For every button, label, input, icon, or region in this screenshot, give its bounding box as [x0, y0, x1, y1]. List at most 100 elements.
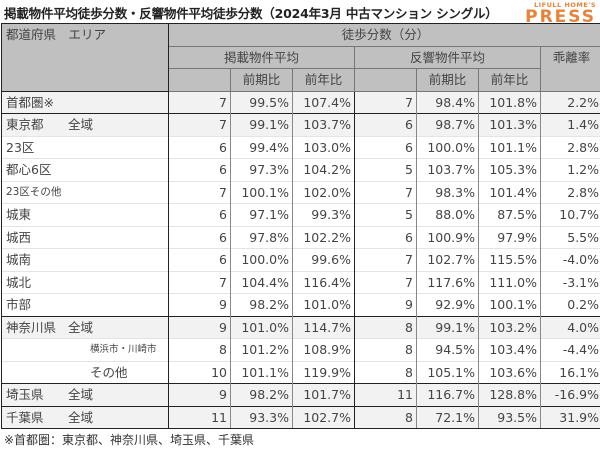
- header-inquired-average: 反響物件平均: [354, 45, 541, 69]
- prefecture-label: 東京都: [6, 117, 44, 132]
- table-row: 首都圏※ 7 99.5% 107.4% 7 98.4% 101.8% 2.2%: [1, 90, 600, 114]
- listed-yoy: 116.4%: [292, 270, 355, 294]
- area-label: 23区: [1, 135, 169, 159]
- listed-yoy: 102.2%: [292, 225, 355, 249]
- listed-qoq: 99.5%: [230, 90, 293, 114]
- header-listed-average: 掲載物件平均: [168, 45, 355, 69]
- listed-yoy: 108.9%: [292, 338, 355, 361]
- area-label: 城東: [1, 203, 169, 226]
- listed-qoq: 97.1%: [230, 203, 293, 226]
- listed-minutes: 6: [168, 225, 231, 249]
- listed-qoq: 97.3%: [230, 158, 293, 181]
- area-label: 23区その他: [1, 180, 169, 204]
- footnote: ※首都圏：東京都、神奈川県、埼玉県、千葉県: [4, 433, 255, 447]
- inquired-minutes: 7: [354, 248, 417, 271]
- listed-minutes: 6: [168, 248, 231, 271]
- area-label: 城西: [1, 225, 169, 249]
- inquired-yoy: 103.6%: [478, 360, 541, 384]
- inquired-minutes: 8: [354, 315, 417, 339]
- divergence-rate: 0.2%: [539, 293, 600, 316]
- inquired-minutes: 9: [354, 293, 417, 316]
- table-row: 東京都 全域 7 99.1% 103.7% 6 98.7% 101.3% 1.4%: [1, 113, 600, 136]
- listed-qoq: 98.2%: [230, 293, 293, 316]
- inquired-yoy: 97.9%: [478, 225, 541, 249]
- header-walking-minutes: 徒歩分数（分）: [167, 23, 600, 47]
- prefecture-label: 千葉県: [6, 409, 44, 425]
- listed-yoy: 102.7%: [292, 405, 355, 429]
- prefecture-label: 首都圏※: [6, 94, 54, 110]
- listed-minutes: 7: [168, 113, 231, 136]
- inquired-qoq: 98.3%: [416, 180, 479, 204]
- divergence-rate: 1.4%: [539, 113, 600, 136]
- logo-top-text: LIFULL HOME'S: [534, 1, 596, 9]
- listed-minutes: 6: [168, 158, 231, 181]
- table-row: 市部 9 98.2% 101.0% 9 92.9% 100.1% 0.2%: [1, 293, 600, 316]
- listed-yoy: 99.3%: [292, 203, 355, 226]
- listed-qoq: 99.1%: [230, 113, 293, 136]
- area-label: 全域: [68, 409, 94, 425]
- listed-qoq: 93.3%: [230, 405, 293, 429]
- inquired-minutes: 6: [354, 113, 417, 136]
- listed-minutes: 7: [168, 180, 231, 204]
- listed-qoq: 101.2%: [230, 338, 293, 361]
- listed-yoy: 102.0%: [292, 180, 355, 204]
- area-label: その他: [1, 360, 169, 384]
- area-label: 全域: [68, 387, 94, 402]
- listed-qoq: 101.0%: [230, 315, 293, 339]
- header-inquired-yoy: 前年比: [478, 68, 541, 92]
- header-listed-yoy: 前年比: [292, 68, 355, 92]
- divergence-rate: 5.5%: [539, 225, 600, 249]
- divergence-rate: 2.2%: [539, 90, 600, 114]
- divergence-rate: 1.2%: [539, 158, 600, 181]
- inquired-qoq: 117.6%: [416, 270, 479, 294]
- listed-yoy: 114.7%: [292, 315, 355, 339]
- inquired-qoq: 92.9%: [416, 293, 479, 316]
- header-listed-qoq: 前期比: [230, 68, 293, 92]
- listed-minutes: 9: [168, 315, 231, 339]
- divergence-rate: 2.8%: [539, 135, 600, 159]
- listed-minutes: 9: [168, 383, 231, 406]
- listed-minutes: 9: [168, 293, 231, 316]
- header-divergence: 乖離率: [539, 45, 600, 92]
- divergence-rate: 31.9%: [539, 405, 600, 429]
- listed-qoq: 101.1%: [230, 360, 293, 384]
- divergence-rate: 2.8%: [539, 180, 600, 204]
- inquired-yoy: 105.3%: [478, 158, 541, 181]
- listed-minutes: 6: [168, 135, 231, 159]
- listed-yoy: 103.7%: [292, 113, 355, 136]
- table-row: 埼玉県 全域 9 98.2% 101.7% 11 116.7% 128.8% -1…: [1, 383, 600, 406]
- divergence-rate: 4.0%: [539, 315, 600, 339]
- inquired-qoq: 102.7%: [416, 248, 479, 271]
- listed-qoq: 104.4%: [230, 270, 293, 294]
- inquired-yoy: 101.4%: [478, 180, 541, 204]
- table-row: 城北 7 104.4% 116.4% 7 117.6% 111.0% -3.1%: [1, 270, 600, 294]
- area-label: 都心6区: [1, 158, 169, 181]
- table-row: 城南 6 100.0% 99.6% 7 102.7% 115.5% -4.0%: [1, 248, 600, 271]
- inquired-yoy: 101.1%: [478, 135, 541, 159]
- inquired-qoq: 116.7%: [416, 383, 479, 406]
- listed-minutes: 11: [168, 405, 231, 429]
- listed-minutes: 6: [168, 203, 231, 226]
- listed-yoy: 101.0%: [292, 293, 355, 316]
- inquired-yoy: 93.5%: [478, 405, 541, 429]
- inquired-qoq: 99.1%: [416, 315, 479, 339]
- table-row: 千葉県 全域 11 93.3% 102.7% 8 72.1% 93.5% 31.9…: [1, 405, 600, 429]
- inquired-yoy: 103.4%: [478, 338, 541, 361]
- inquired-yoy: 101.3%: [478, 113, 541, 136]
- inquired-minutes: 5: [354, 203, 417, 226]
- inquired-yoy: 115.5%: [478, 248, 541, 271]
- table-title: 掲載物件平均徒歩分数・反響物件平均徒歩分数（2024年3月 中古マンション シン…: [4, 6, 498, 21]
- table-row: 横浜市・川崎市 8 101.2% 108.9% 8 94.5% 103.4% -…: [1, 338, 600, 361]
- inquired-yoy: 100.1%: [478, 293, 541, 316]
- header-inquired-blank: [354, 68, 417, 92]
- divergence-rate: 16.1%: [539, 360, 600, 384]
- inquired-minutes: 6: [354, 135, 417, 159]
- press-logo: LIFULL HOME'S PRESS: [525, 1, 596, 26]
- divergence-rate: 10.7%: [539, 203, 600, 226]
- inquired-yoy: 101.8%: [478, 90, 541, 114]
- table-row: 23区その他 7 100.1% 102.0% 7 98.3% 101.4% 2.…: [1, 180, 600, 204]
- divergence-rate: -16.9%: [539, 383, 600, 406]
- listed-qoq: 98.2%: [230, 383, 293, 406]
- inquired-qoq: 103.7%: [416, 158, 479, 181]
- inquired-minutes: 8: [354, 360, 417, 384]
